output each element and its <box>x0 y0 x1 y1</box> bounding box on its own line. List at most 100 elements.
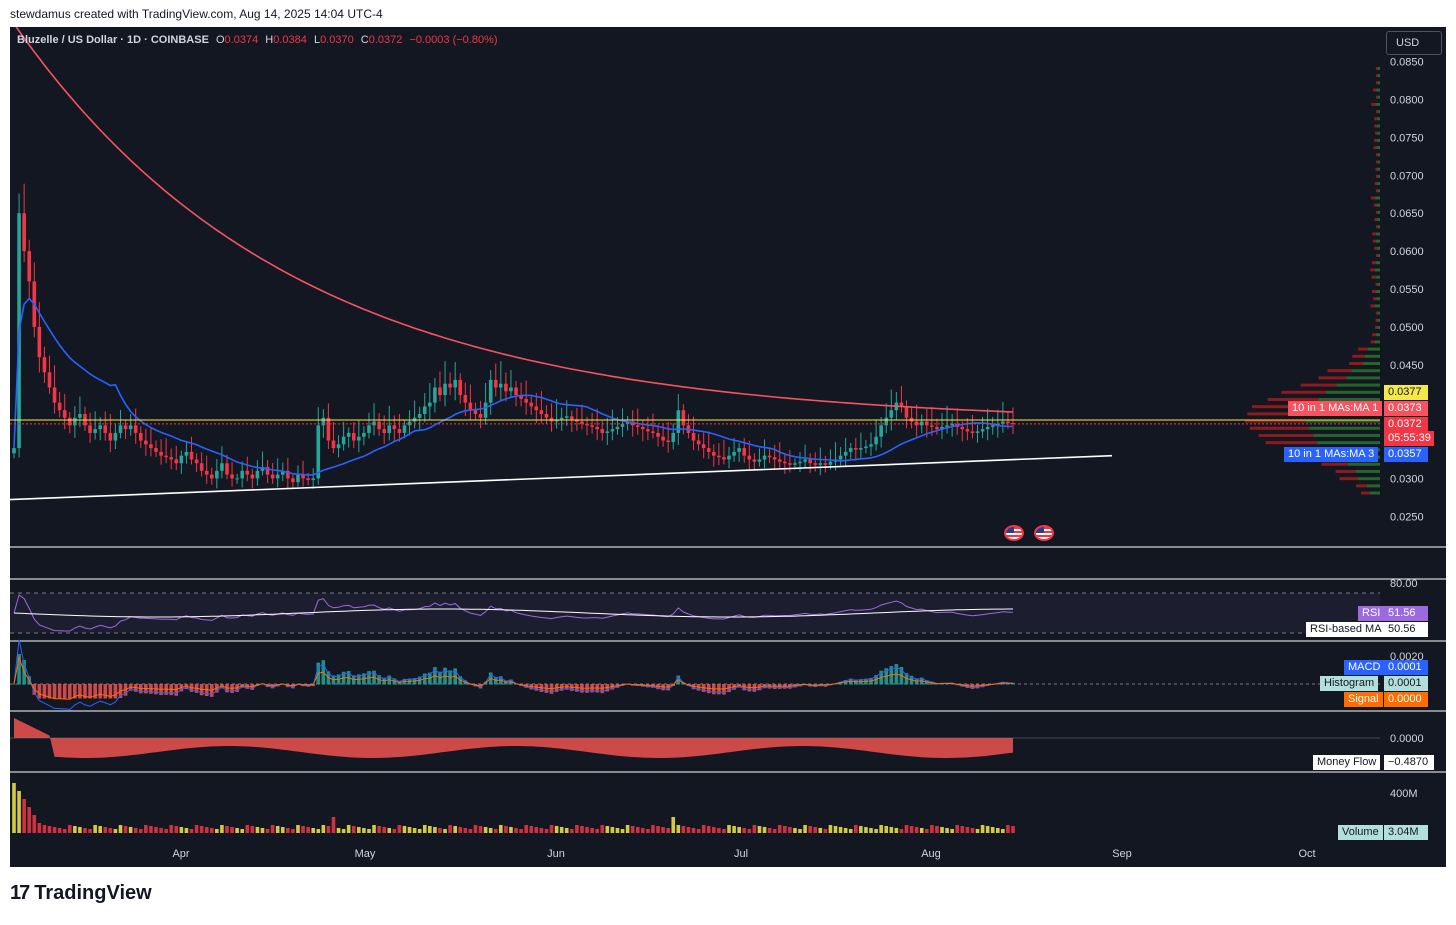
candle-body <box>144 441 148 445</box>
volume-profile-bar <box>1372 276 1376 279</box>
volume-bar <box>433 827 437 833</box>
volume-bar <box>27 807 31 833</box>
volume-bar <box>413 828 417 833</box>
volume-profile-bar <box>1375 304 1380 307</box>
candle-body <box>874 437 878 445</box>
volume-bar <box>103 827 107 833</box>
volume-bar <box>889 827 893 833</box>
candle-body <box>464 395 468 403</box>
volume-profile-bar <box>1378 319 1380 322</box>
volume-profile-bar <box>1375 261 1380 264</box>
volume-bar <box>453 826 457 833</box>
currency-button[interactable]: USD <box>1386 31 1442 55</box>
volume-bar <box>900 829 904 833</box>
time-tick-label: Jun <box>547 848 565 860</box>
candle-body <box>78 414 82 418</box>
volume-bar <box>778 825 782 833</box>
candle-body <box>717 456 721 458</box>
volume-bar <box>773 829 777 833</box>
macd-histogram-bar <box>103 684 107 699</box>
volume-bar <box>646 829 650 833</box>
candle-body <box>296 475 300 483</box>
volume-profile-bar <box>1374 139 1377 142</box>
volume-bar <box>758 826 762 833</box>
candle-body <box>763 456 767 460</box>
price-tick-label: 0.0750 <box>1390 132 1424 144</box>
volume-bar <box>737 827 741 833</box>
candle-body <box>43 357 47 372</box>
candle-body <box>854 448 858 450</box>
candle-body <box>565 416 569 418</box>
candle-body <box>545 414 549 418</box>
candle-body <box>12 448 16 453</box>
close-value: 0.0372 <box>369 34 403 46</box>
volume-profile-bar <box>1378 81 1380 84</box>
candle-body <box>702 444 706 448</box>
volume-bar <box>748 829 752 833</box>
price-tick-label: 0.0250 <box>1390 511 1424 523</box>
volume-profile-bar <box>1377 139 1380 142</box>
candle-body <box>119 425 123 433</box>
ma3-value-tag: 0.0357 <box>1384 447 1428 462</box>
chart-canvas[interactable]: 0.0850 0.0800 0.0750 0.0700 0.0650 0.0600 0.05… <box>10 27 1446 867</box>
volume-profile-bar <box>1375 218 1377 221</box>
volume-bar <box>398 825 402 833</box>
change-value: −0.0003 (−0.80%) <box>409 34 497 46</box>
price-tick-label: 0.0700 <box>1390 170 1424 182</box>
volume-bar <box>215 829 219 833</box>
candle-body <box>788 463 792 465</box>
volume-bar <box>200 826 204 833</box>
volume-bar <box>154 827 158 833</box>
close-price-tag: 0.0372 <box>1384 417 1428 432</box>
volume-profile-bar <box>1377 204 1380 207</box>
volume-bar <box>83 828 87 833</box>
candle-body <box>98 425 102 429</box>
candle-body <box>256 471 260 479</box>
volume-profile-bar <box>1346 376 1380 379</box>
volume-bar <box>443 829 447 833</box>
tradingview-logo-icon: 17 <box>10 882 28 905</box>
volume-bar <box>17 791 21 833</box>
candle-body <box>611 429 615 431</box>
volume-bar <box>448 825 452 833</box>
symbol-title[interactable]: Bluzelle / US Dollar · 1D · COINBASE <box>17 34 209 46</box>
open-label: O <box>216 34 225 46</box>
volume-bar <box>408 827 412 833</box>
volume-profile-bar <box>1376 333 1380 336</box>
volume-profile-bar <box>1373 146 1376 149</box>
candle-body <box>347 433 351 437</box>
volume-profile-bar <box>1373 89 1376 92</box>
close-label: C <box>361 34 369 46</box>
chart-frame[interactable]: 0.0850 0.0800 0.0750 0.0700 0.0650 0.0600 0.05… <box>10 27 1446 867</box>
volume-scale-label: 400M <box>1390 788 1418 800</box>
volume-bar <box>631 826 635 833</box>
volume-bar <box>139 829 143 833</box>
volume-bar <box>489 828 493 833</box>
candle-body <box>58 403 62 411</box>
candle-body <box>316 425 320 478</box>
volume-bar <box>372 825 376 833</box>
volume-bar <box>423 825 427 833</box>
tradingview-logo[interactable]: 17 TradingView <box>10 882 152 905</box>
volume-bar <box>220 825 224 833</box>
candle-body <box>362 433 366 437</box>
volume-profile-bar <box>1371 196 1375 199</box>
volume-bar <box>808 826 812 833</box>
us-flag-event-icon[interactable] <box>1004 525 1024 541</box>
volume-profile-bar <box>1376 225 1378 228</box>
volume-bar <box>803 825 807 833</box>
volume-bar <box>651 825 655 833</box>
candle-body <box>398 429 402 433</box>
candle-body <box>327 418 331 441</box>
ma1-line <box>14 27 1013 412</box>
candle-body <box>423 406 427 414</box>
volume-profile-bar <box>1377 132 1380 135</box>
volume-profile-bar <box>1326 391 1380 394</box>
candle-body <box>479 414 483 418</box>
candle-body <box>824 463 828 465</box>
volume-profile-bar <box>1336 384 1380 387</box>
us-flag-event-icon[interactable] <box>1034 525 1054 541</box>
volume-bar <box>793 828 797 833</box>
candle-body <box>570 416 574 419</box>
volume-bar <box>464 828 468 833</box>
